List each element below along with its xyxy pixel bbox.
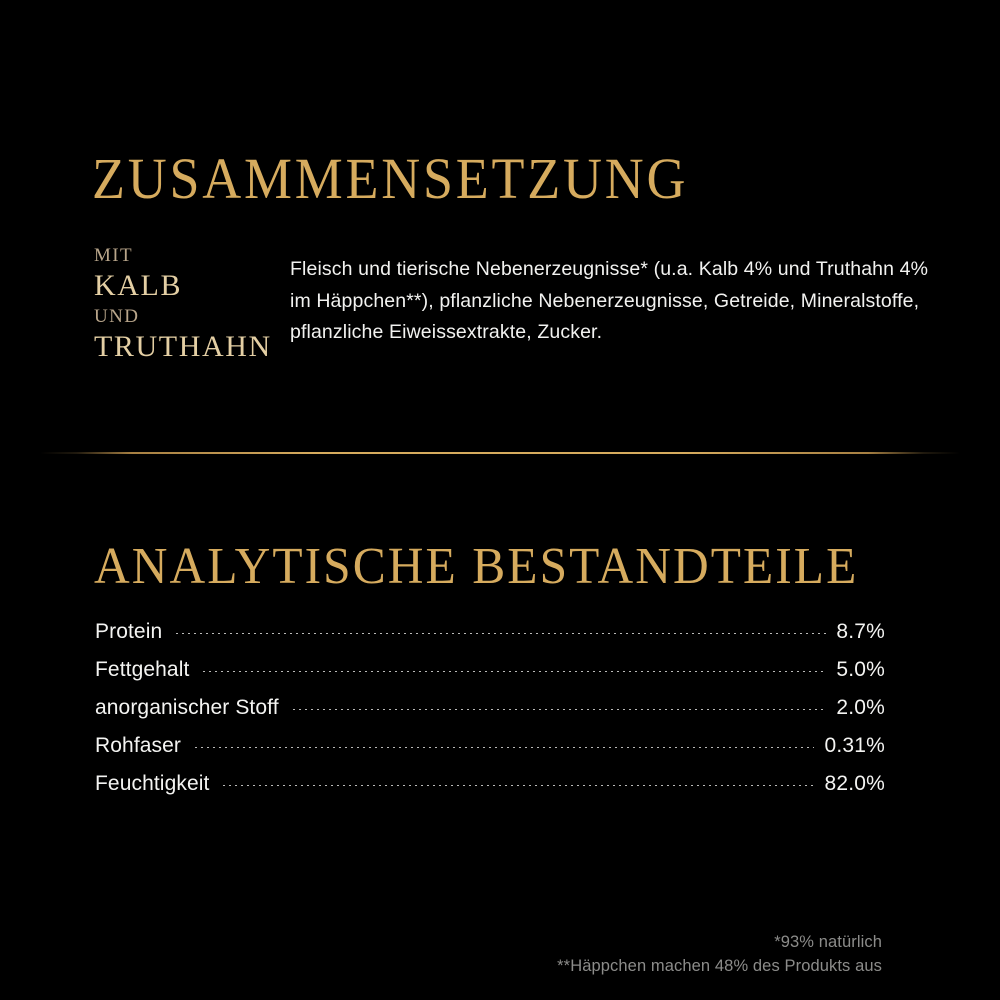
variant-meat-truthahn: TRUTHAHN: [94, 330, 272, 363]
variant-meat-kalb: KALB: [94, 269, 183, 302]
analytics-value: 2.0%: [836, 696, 885, 719]
ingredients-text: Fleisch und tierische Nebenerzeugnisse* …: [290, 258, 929, 343]
gold-divider: [40, 452, 960, 454]
table-row: Fettgehalt 5.0%: [95, 658, 885, 696]
analytics-label: Rohfaser: [95, 734, 182, 757]
analytics-table: Protein 8.7% Fettgehalt 5.0% anorganisch…: [95, 620, 885, 810]
composition-heading: ZUSAMMENSETZUNG: [92, 146, 689, 211]
table-row: Feuchtigkeit 82.0%: [95, 772, 885, 810]
analytics-value: 82.0%: [824, 772, 885, 795]
dot-leader: [195, 747, 815, 748]
footnote-chunks: **Häppchen machen 48% des Produkts aus: [557, 957, 882, 975]
table-row: anorganischer Stoff 2.0%: [95, 696, 885, 734]
analytics-label: Fettgehalt: [95, 658, 190, 681]
variant-prefix-und: UND: [94, 306, 140, 327]
analytics-value: 5.0%: [836, 658, 885, 681]
analytics-value: 8.7%: [836, 620, 885, 643]
variant-prefix-mit: MIT: [94, 245, 134, 266]
analytics-heading: ANALYTISCHE BESTANDTEILE: [94, 538, 859, 595]
table-row: Rohfaser 0.31%: [95, 734, 885, 772]
dot-leader: [223, 785, 815, 786]
analytics-label: Protein: [95, 620, 163, 643]
analytics-value: 0.31%: [824, 734, 885, 757]
table-row: Protein 8.7%: [95, 620, 885, 658]
variant-block: MIT KALB UND TRUTHAHN: [94, 244, 284, 364]
footnotes: *93% natürlich **Häppchen machen 48% des…: [557, 930, 882, 978]
analytics-label: anorganischer Stoff: [95, 696, 279, 719]
dot-leader: [292, 709, 827, 710]
dot-leader: [203, 671, 827, 672]
analytics-label: Feuchtigkeit: [95, 772, 210, 795]
dot-leader: [176, 633, 827, 634]
footnote-natural: *93% natürlich: [774, 933, 882, 951]
